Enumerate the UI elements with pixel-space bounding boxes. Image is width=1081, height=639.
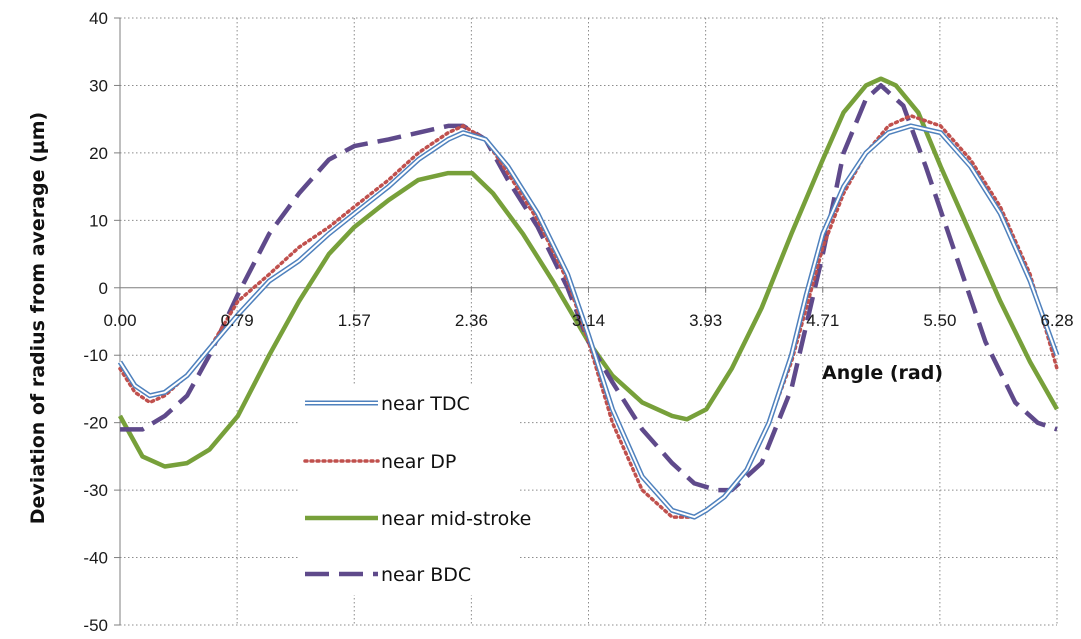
legend-label: near TDC xyxy=(381,393,470,415)
y-tick-label: 20 xyxy=(89,144,108,163)
legend-label: near DP xyxy=(381,451,456,473)
legend-item: near TDC xyxy=(305,393,470,415)
y-tick-label: -50 xyxy=(83,616,108,635)
series-line-near-mid-stroke xyxy=(118,76,1059,469)
series-line-near-tdc-inner xyxy=(119,124,1058,519)
y-tick-label: -10 xyxy=(83,346,108,365)
y-tick-label: 30 xyxy=(89,76,108,95)
x-tick-labels: 0.00 0.79 1.57 2.36 3.14 3.93 4.71 5.50 6.28 xyxy=(103,311,1073,330)
series-line-near-bdc xyxy=(120,83,1058,493)
legend-item: near mid-stroke xyxy=(305,508,531,530)
y-tick-label: 10 xyxy=(89,211,108,230)
x-axis-title: Angle (rad) xyxy=(822,362,943,384)
x-tick-label: 6.28 xyxy=(1040,311,1073,330)
y-axis-title: Deviation of radius from average (µm) xyxy=(27,112,49,525)
legend: near TDC near DP near mid-stroke near BDC xyxy=(300,385,531,595)
legend-item: near DP xyxy=(303,451,456,473)
x-tick-label: 3.14 xyxy=(572,311,605,330)
x-tick-label: 1.57 xyxy=(338,311,371,330)
series-line-near-dp xyxy=(118,113,1059,519)
y-tick-labels: 40 30 20 10 0 -10 -20 -30 -40 -50 xyxy=(83,9,108,635)
y-tick-label: -40 xyxy=(83,549,108,568)
legend-label: near BDC xyxy=(381,564,471,586)
y-axis xyxy=(114,17,121,626)
y-tick-label: -20 xyxy=(83,414,108,433)
grid-lines xyxy=(120,17,1058,626)
x-tick-label: 2.36 xyxy=(455,311,488,330)
y-tick-label: 0 xyxy=(99,279,108,298)
x-tick-label: 3.93 xyxy=(689,311,722,330)
x-tick-label: 5.50 xyxy=(923,311,956,330)
series-lines xyxy=(117,76,1060,520)
y-tick-label: 40 xyxy=(89,9,108,28)
legend-background xyxy=(300,385,518,595)
x-tick-label: 0.79 xyxy=(221,311,254,330)
x-tick-label: 0.00 xyxy=(103,311,136,330)
legend-label: near mid-stroke xyxy=(381,508,531,530)
legend-item: near BDC xyxy=(305,564,471,586)
x-tick-label: 4.71 xyxy=(806,311,839,330)
y-tick-label: -30 xyxy=(83,481,108,500)
